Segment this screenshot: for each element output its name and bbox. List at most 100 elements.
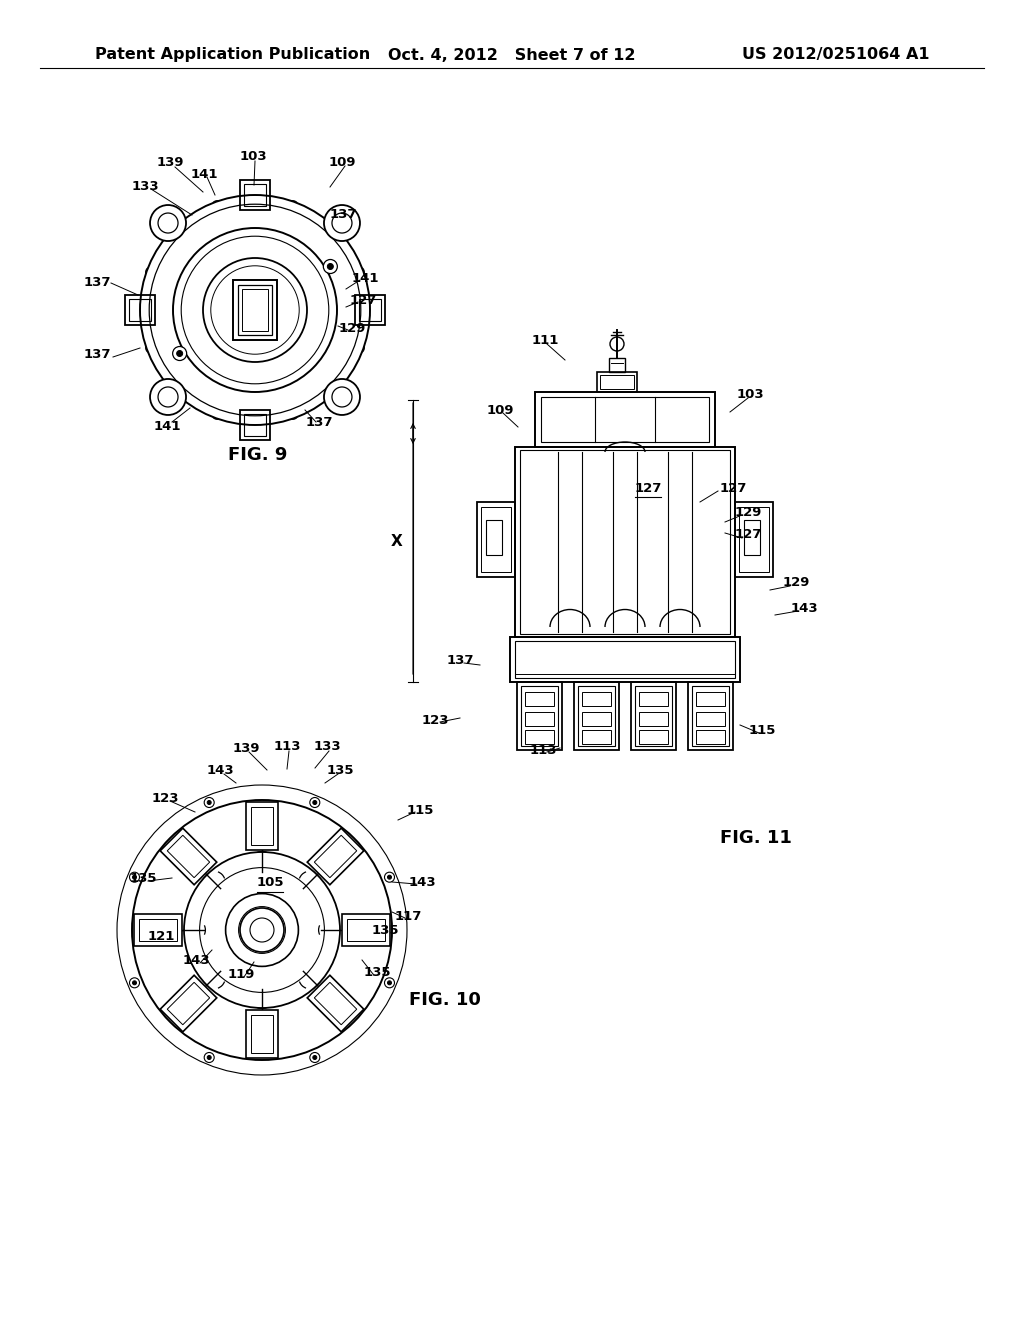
Bar [510,638,740,682]
Bar [582,692,611,706]
Bar [582,730,611,744]
Text: 113: 113 [273,739,301,752]
Text: 115: 115 [407,804,434,817]
Circle shape [132,875,136,879]
Text: 127: 127 [720,482,748,495]
Bar [600,375,634,389]
Bar [355,294,385,325]
Bar [314,836,356,878]
Circle shape [129,978,139,987]
Text: US 2012/0251064 A1: US 2012/0251064 A1 [742,48,930,62]
Bar [525,730,554,744]
Bar [521,686,558,746]
Bar [359,300,381,321]
Circle shape [312,800,316,804]
Text: 133: 133 [131,180,159,193]
Text: Patent Application Publication: Patent Application Publication [95,48,371,62]
Text: 143: 143 [182,953,210,966]
Bar [167,982,210,1024]
Bar [246,803,278,850]
Text: 127: 127 [634,482,662,495]
Bar [129,300,151,321]
Text: 135: 135 [372,924,398,936]
Text: 109: 109 [486,404,514,417]
Bar [541,397,709,442]
Bar [233,280,278,341]
Bar [307,828,364,884]
Text: 129: 129 [734,506,762,519]
Text: 119: 119 [227,968,255,981]
Text: 135: 135 [129,871,157,884]
Bar [238,285,272,335]
Text: 129: 129 [338,322,366,334]
Circle shape [324,260,337,273]
Bar [609,358,625,372]
Bar [635,686,672,746]
Bar [240,180,270,210]
Bar [692,686,729,746]
Text: 141: 141 [154,420,181,433]
Circle shape [384,873,394,882]
Text: FIG. 11: FIG. 11 [720,829,792,847]
Bar [525,692,554,706]
Text: 103: 103 [240,150,267,164]
Bar [307,975,364,1032]
Bar [342,913,390,946]
Text: 103: 103 [736,388,764,401]
Bar [535,392,715,447]
Bar [696,730,725,744]
Bar [696,692,725,706]
Circle shape [151,379,186,414]
Text: 133: 133 [313,739,341,752]
Bar [639,730,668,744]
Text: 117: 117 [394,909,422,923]
Text: 135: 135 [327,763,353,776]
Text: 143: 143 [791,602,818,615]
Circle shape [207,800,211,804]
Bar [160,828,217,884]
Bar [246,1010,278,1059]
Circle shape [204,797,214,808]
Text: 127: 127 [734,528,762,541]
Circle shape [151,205,186,242]
Text: FIG. 10: FIG. 10 [409,991,481,1008]
Text: 139: 139 [157,157,183,169]
Bar [582,711,611,726]
Bar [517,682,562,750]
Text: 121: 121 [147,929,175,942]
Bar [244,414,266,436]
Bar [515,447,735,638]
Bar [167,836,210,878]
Text: 115: 115 [749,723,776,737]
Circle shape [177,351,182,356]
Bar [631,682,676,750]
Text: 127: 127 [349,293,377,306]
Text: 123: 123 [152,792,179,804]
Text: 137: 137 [446,653,474,667]
Text: 141: 141 [190,168,218,181]
Bar [125,294,155,325]
Bar [244,183,266,206]
Bar [134,913,182,946]
Text: 129: 129 [782,577,810,590]
Circle shape [129,873,139,882]
Bar [486,520,502,554]
Bar [515,642,735,678]
Bar [477,502,515,577]
Bar [520,450,730,634]
Circle shape [310,797,319,808]
Bar [251,1015,273,1053]
Circle shape [384,978,394,987]
Text: 137: 137 [83,276,111,289]
Text: 137: 137 [330,209,356,222]
Circle shape [328,264,334,269]
Circle shape [132,981,136,985]
Bar [139,919,177,941]
Text: 135: 135 [364,965,391,978]
Bar [739,507,769,572]
Bar [688,682,733,750]
Circle shape [310,1052,319,1063]
Text: X: X [391,533,402,549]
Text: Oct. 4, 2012   Sheet 7 of 12: Oct. 4, 2012 Sheet 7 of 12 [388,48,636,62]
Bar [314,982,356,1024]
